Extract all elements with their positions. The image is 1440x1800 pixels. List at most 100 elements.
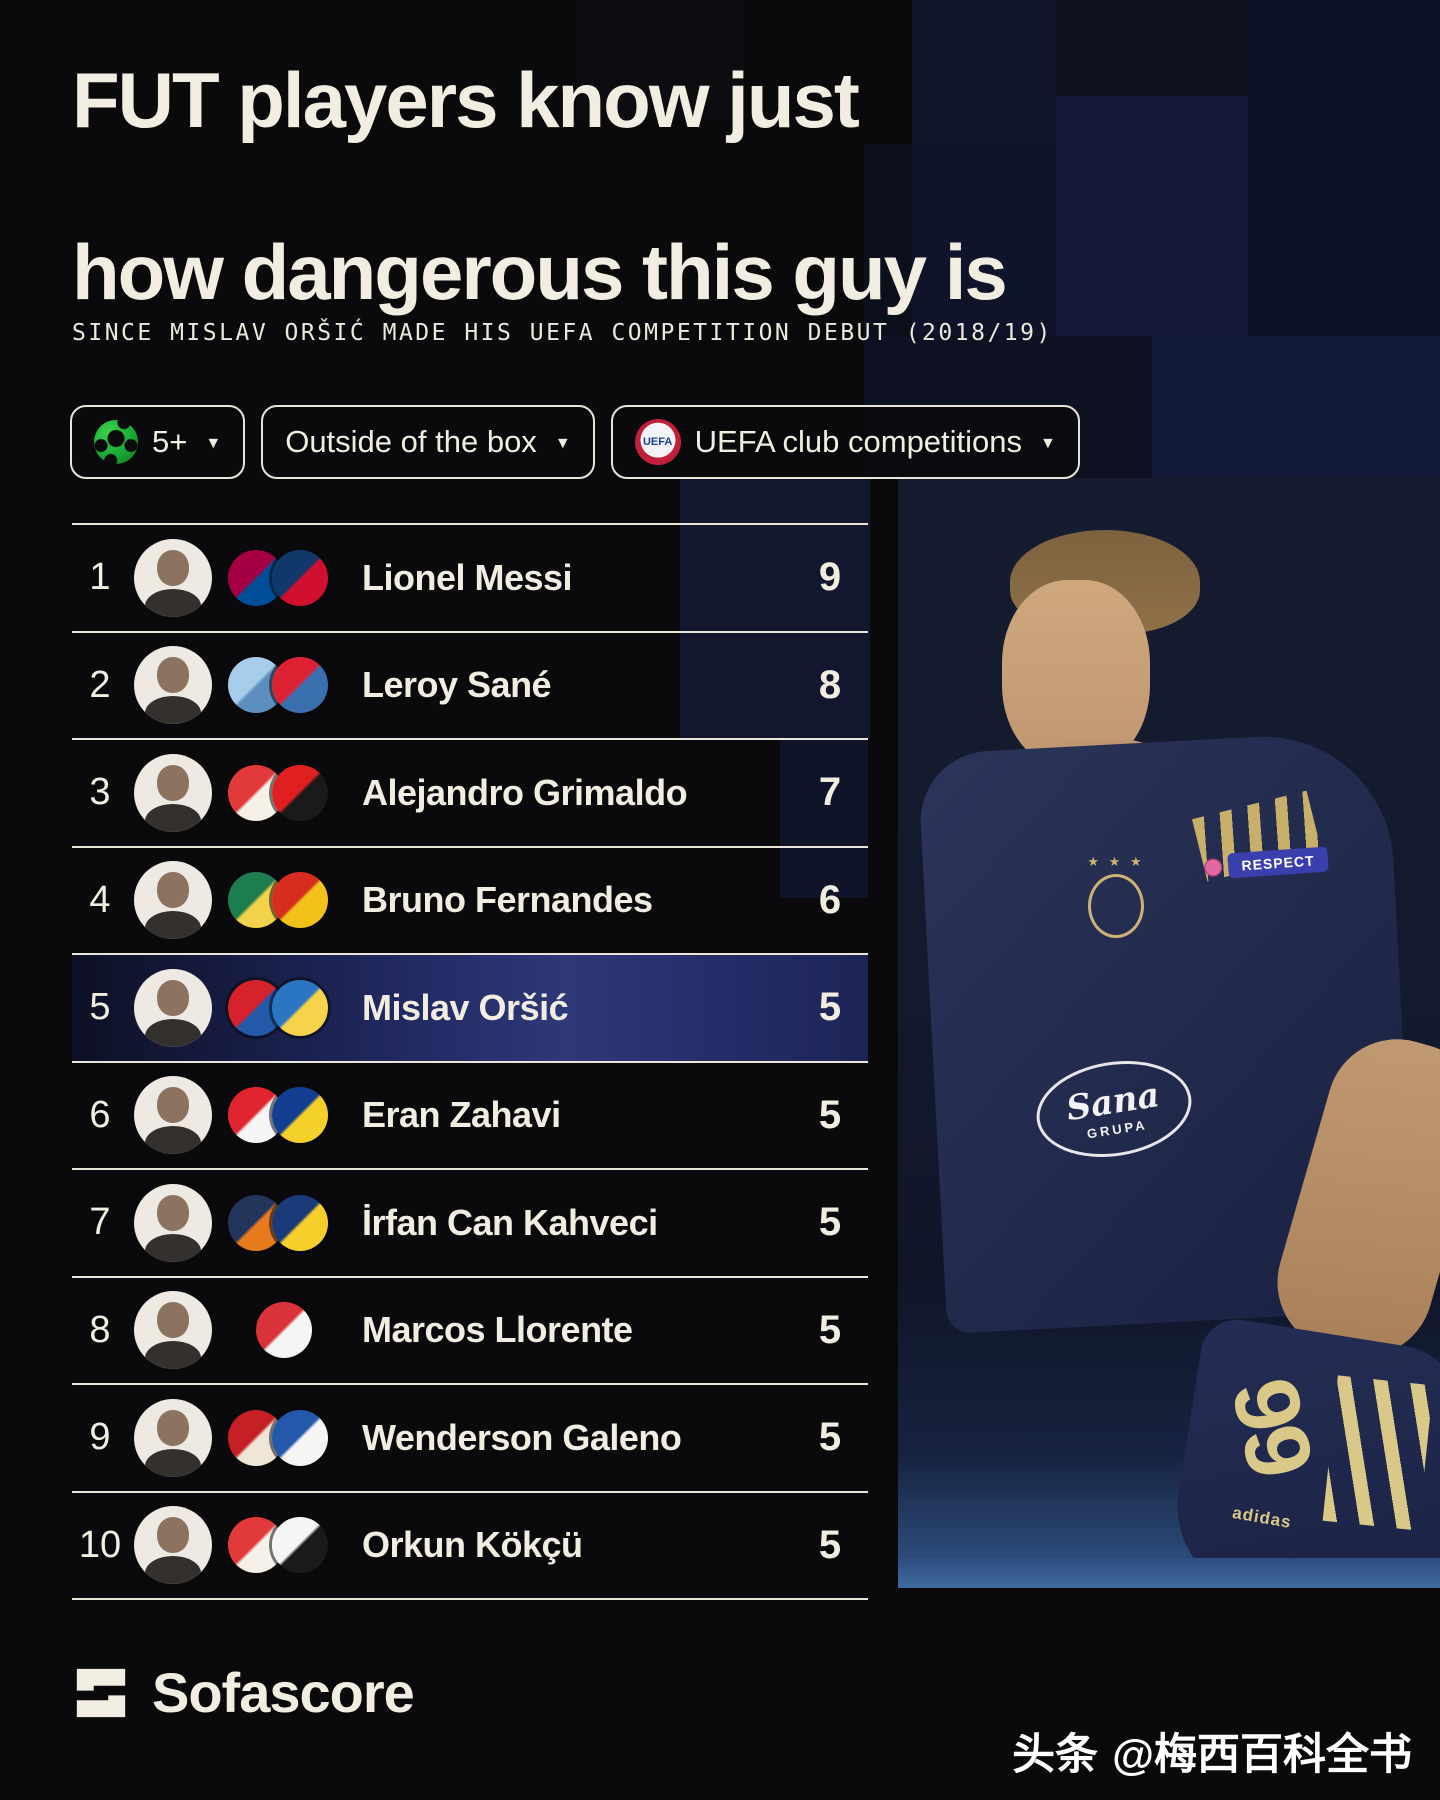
table-row[interactable]: 5 Mislav Oršić 5: [72, 953, 868, 1061]
player-avatar: [134, 1183, 212, 1262]
rank: 3: [89, 771, 111, 814]
value: 5: [818, 1200, 842, 1245]
player-name: Mislav Oršić: [362, 986, 569, 1028]
rank: 7: [89, 1201, 111, 1244]
background-square: [1056, 96, 1248, 336]
club-badges: [228, 979, 340, 1036]
soccer-ball-icon: [94, 420, 138, 464]
avatar-torso: [145, 1233, 201, 1262]
background-square: [780, 738, 868, 898]
table-row[interactable]: 6 Eran Zahavi 5: [72, 1060, 868, 1169]
respect-text: RESPECT: [1240, 851, 1316, 874]
table-row[interactable]: 4 Bruno Fernandes 6: [72, 845, 868, 954]
avatar-torso: [145, 1556, 201, 1585]
photo-player-face: [1002, 580, 1150, 768]
table-row[interactable]: 10 Orkun Kökçü 5: [72, 1490, 868, 1599]
avatar-head: [157, 1517, 189, 1554]
avatar-torso: [145, 696, 201, 725]
rank: 5: [89, 986, 111, 1029]
filter-goals-label: 5+: [152, 424, 188, 459]
adidas-stripes: [1322, 1375, 1434, 1531]
maccabi-tel-aviv-badge: [272, 1087, 328, 1144]
background-square: [912, 0, 1056, 144]
club-badges: [228, 1517, 340, 1574]
table-row[interactable]: 9 Wenderson Galeno 5: [72, 1383, 868, 1491]
sofascore-logo-text: Sofascore: [152, 1661, 415, 1724]
table-row[interactable]: 1 Lionel Messi 9: [72, 523, 868, 631]
value: 7: [818, 770, 842, 815]
title-line-2: how dangerous this guy is: [72, 227, 1008, 316]
uefa-logo-icon: UEFA: [634, 419, 681, 465]
sofascore-logo-icon: [76, 1668, 126, 1717]
watermark: 头条 @梅西百科全书: [1012, 1720, 1412, 1782]
value: 9: [818, 555, 842, 600]
avatar-head: [157, 1087, 189, 1124]
player-name: Orkun Kökçü: [362, 1524, 583, 1566]
manchester-united-badge: [272, 872, 328, 929]
table-row[interactable]: 8 Marcos Llorente 5: [72, 1275, 868, 1384]
value: 5: [818, 1092, 842, 1137]
player-photo: ★ ★ ★ RESPECT Sana GRUPA 99 adidas: [898, 478, 1440, 1588]
avatar-head: [157, 549, 189, 586]
page-title: FUT players know just how dangerous this…: [72, 56, 1008, 316]
avatar-head: [157, 1409, 189, 1446]
table-row[interactable]: 2 Leroy Sané 8: [72, 630, 868, 739]
avatar-head: [157, 979, 189, 1016]
chevron-down-icon: ▼: [205, 435, 222, 452]
avatar-head: [157, 764, 189, 801]
club-badges: [228, 1194, 340, 1251]
filter-competition-dropdown[interactable]: UEFA UEFA club competitions ▼: [610, 405, 1080, 479]
avatar-torso: [145, 1126, 201, 1155]
avatar-torso: [145, 588, 201, 617]
club-badges: [228, 1302, 340, 1359]
fc-porto-badge: [272, 1409, 328, 1466]
player-name: Alejandro Grimaldo: [362, 771, 688, 813]
player-avatar: [134, 1506, 212, 1585]
player-name: Wenderson Galeno: [362, 1416, 682, 1458]
player-name: Eran Zahavi: [362, 1094, 561, 1136]
club-badges: [228, 657, 340, 714]
background-square: [680, 478, 870, 738]
club-badges: [228, 1409, 340, 1466]
pafos-fc-badge: [272, 979, 328, 1036]
watermark-handle: @梅西百科全书: [1112, 1731, 1412, 1779]
player-name: İrfan Can Kahveci: [362, 1201, 658, 1243]
player-avatar: [134, 861, 212, 940]
rank: 2: [89, 663, 111, 706]
avatar-torso: [145, 1341, 201, 1370]
bayer-leverkusen-badge: [272, 764, 328, 821]
club-badges: [228, 549, 340, 606]
filter-competition-label: UEFA club competitions: [694, 424, 1023, 459]
player-avatar: [134, 1398, 212, 1477]
leaderboard: 1 Lionel Messi 9 2 Leroy Sané 8 3: [72, 523, 868, 1600]
player-avatar: [134, 538, 212, 617]
watermark-badge: 头条: [1012, 1731, 1099, 1779]
value: 5: [818, 1307, 842, 1352]
value: 8: [818, 662, 842, 707]
avatar-torso: [145, 803, 201, 832]
table-row[interactable]: 7 İrfan Can Kahveci 5: [72, 1168, 868, 1276]
value: 5: [818, 985, 842, 1030]
player-name: Leroy Sané: [362, 664, 552, 706]
uefa-logo-text: UEFA: [642, 436, 673, 448]
avatar-head: [157, 872, 189, 909]
sofascore-brand: Sofascore: [72, 1660, 415, 1725]
player-avatar: [134, 753, 212, 832]
table-row[interactable]: 3 Alejandro Grimaldo 7: [72, 738, 868, 846]
fenerbahce-badge: [272, 1194, 328, 1251]
rank: 4: [89, 878, 111, 921]
filter-location-dropdown[interactable]: Outside of the box ▼: [261, 405, 595, 479]
title-line-1: FUT players know just: [72, 56, 860, 144]
psg-badge: [272, 549, 328, 606]
background-square: [576, 0, 744, 120]
background-square: [1248, 0, 1440, 336]
filter-goals-dropdown[interactable]: 5+ ▼: [70, 405, 246, 479]
club-badges: [228, 1087, 340, 1144]
photo-floor-band: [898, 1558, 1440, 1588]
filter-bar: 5+ ▼ Outside of the box ▼ UEFA UEFA club…: [70, 405, 1080, 479]
rank: 1: [89, 556, 111, 599]
chevron-down-icon: ▼: [1040, 435, 1056, 452]
avatar-head: [157, 1302, 189, 1339]
club-badges: [228, 764, 340, 821]
player-name: Marcos Llorente: [362, 1309, 633, 1351]
